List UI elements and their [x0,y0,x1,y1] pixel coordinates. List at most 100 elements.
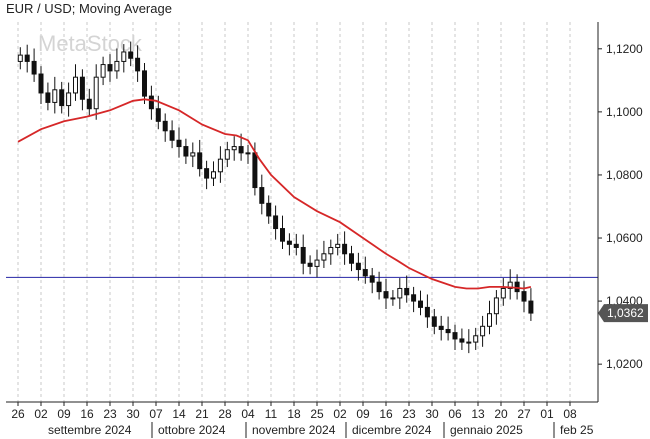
y-tick-label: 1,0800 [606,168,643,182]
y-tick-label: 1,0200 [606,357,643,371]
candle-body [252,152,258,189]
x-tick-label: 30 [425,407,439,421]
x-tick-label: 28 [218,407,232,421]
x-tick-label: 07 [149,407,163,421]
candle-body [376,281,382,293]
x-tick-label: 04 [241,407,255,421]
x-tick-label: 16 [80,407,94,421]
candle-body [142,70,147,97]
x-tick-label: 21 [195,407,209,421]
x-tick-label: 02 [333,407,347,421]
x-tick-label: 08 [563,407,577,421]
candle-body [114,60,120,72]
moving-average-line[interactable] [17,98,532,290]
candle-body [238,146,244,154]
month-label: settembre 2024 [48,423,132,437]
candle-body [66,92,72,107]
x-tick-label: 06 [448,407,462,421]
candle-body [273,215,279,230]
candle-body [100,64,106,78]
candle-body [342,243,348,255]
candle-body [24,54,30,62]
candle-body [17,54,23,62]
x-tick-label: 26 [11,407,25,421]
candle-body [45,92,51,103]
candle-body [148,95,154,110]
last-price-label: 1,0362 [607,306,644,320]
candle-body [93,76,99,110]
candle-body [383,291,389,299]
candle-body [300,246,306,264]
candle-body [418,300,423,308]
x-tick-label: 23 [402,407,416,421]
x-tick-label: 09 [57,407,71,421]
x-tick-label: 01 [540,407,554,421]
candle-body [38,73,44,94]
candle-body [217,158,223,173]
candle-body [335,243,341,248]
candle-body [211,171,216,179]
candle-body [259,187,265,204]
candle-body [459,338,465,343]
candle-body [190,152,196,157]
candle-body [445,328,451,334]
candle-body [362,269,368,277]
x-tick-label: 20 [494,407,508,421]
watermark: MetaStock [38,31,143,56]
candle-body [452,332,458,340]
candle-body [31,60,37,75]
candle-body [349,253,354,264]
month-label: ottobre 2024 [158,423,226,437]
x-tick-label: 18 [287,407,301,421]
candlestick-series [17,41,534,354]
x-tick-label: 02 [34,407,48,421]
y-tick-label: 1,1200 [606,42,643,56]
candle-body [59,89,65,107]
candle-body [480,325,486,337]
candle-body [128,51,134,59]
candle-body [355,262,361,271]
candle-body [493,297,499,315]
x-tick-label: 09 [356,407,370,421]
x-tick-label: 30 [126,407,140,421]
candle-body [314,259,320,267]
candle-body [307,262,313,267]
candle-body [169,130,175,141]
candle-body [245,152,251,155]
candle-body [280,228,285,242]
candle-body [487,313,492,327]
x-tick-label: 25 [310,407,324,421]
candle-body [135,57,141,72]
candle-body [107,64,113,72]
plot-background [6,22,598,402]
candle-body [521,291,527,302]
candle-body [397,287,403,299]
candle-body [176,139,182,148]
candle-body [528,300,534,314]
candle-body [411,294,417,302]
candle-body [266,202,272,217]
candle-body [52,89,58,103]
candle-body [438,325,444,330]
candle-body [121,51,127,62]
candle-body [404,287,410,296]
candle-body [231,146,237,151]
x-tick-label: 27 [517,407,531,421]
candle-body [293,243,299,248]
month-label: novembre 2024 [252,423,336,437]
candle-body [500,287,506,299]
candle-body [286,240,292,245]
last-price-badge: 1,0362 [598,304,648,323]
x-tick-label: 23 [103,407,117,421]
x-tick-label: 16 [379,407,393,421]
candle-body [431,316,437,327]
chart-title: EUR / USD; Moving Average [6,1,172,16]
y-tick-label: 1,0600 [606,231,643,245]
candle-body [162,120,168,132]
candle-body [79,76,85,100]
x-axis: 26 02 09 16 23 30 07 14 21 28 04 11 18 25 02 09 16 23 30 06… [11,402,577,421]
y-tick-label: 1,1000 [606,105,643,119]
